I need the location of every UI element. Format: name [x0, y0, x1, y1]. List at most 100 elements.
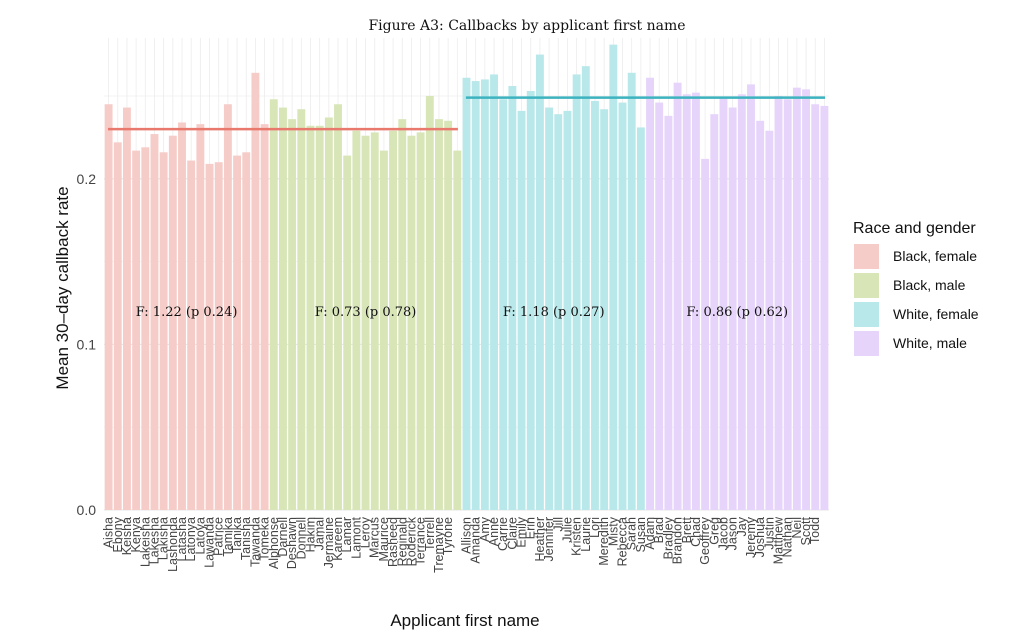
x-tick-label: Anne — [487, 517, 501, 546]
bar — [260, 124, 269, 511]
bar — [334, 104, 342, 511]
x-tick-label: Laurie — [579, 517, 593, 552]
bar — [471, 81, 480, 511]
x-tick-label: Terrance — [414, 517, 428, 566]
x-tick-label: Brandon — [671, 517, 685, 564]
bar — [719, 97, 728, 510]
x-tick-label: Heather — [533, 517, 547, 561]
x-tick-label: Maurice — [377, 517, 391, 562]
chart-title: Figure A3: Callbacks by applicant first … — [368, 18, 685, 34]
x-tick-label: Amanda — [469, 517, 483, 564]
x-tick-label: Marcus — [368, 517, 382, 558]
x-tick-label: Lamar — [340, 517, 354, 552]
x-tick-label: Tremayne — [432, 517, 446, 573]
f-stat-label: F: 1.18 (p 0.27) — [503, 305, 605, 320]
bar — [297, 109, 306, 510]
bar — [361, 135, 370, 510]
bar — [517, 110, 526, 510]
bar — [581, 66, 590, 510]
x-tick-label: Tanika — [230, 517, 244, 553]
bar — [820, 105, 829, 510]
bar — [756, 120, 765, 511]
bar — [636, 127, 645, 510]
bar — [122, 107, 131, 510]
bar — [223, 104, 232, 511]
bar — [435, 119, 443, 510]
bar — [710, 114, 719, 510]
x-tick-label: Hakim — [303, 517, 317, 552]
x-tick-label: Tyrone — [441, 517, 455, 555]
x-tick-label: Reginald — [395, 517, 409, 566]
x-tick-label: Latasha — [175, 517, 189, 562]
bar — [682, 94, 691, 510]
bar — [178, 122, 186, 510]
x-tick-label: Joshua — [753, 517, 767, 557]
x-tick-label: Terrell — [423, 517, 437, 551]
x-tick-label: Jeremy — [744, 516, 758, 558]
x-tick-label: Tamika — [221, 517, 235, 557]
y-tick-label: 0.2 — [77, 171, 97, 187]
legend-swatch — [854, 331, 879, 356]
y-tick-label: 0.0 — [77, 502, 97, 518]
x-tick-label: Allison — [460, 517, 474, 554]
bar — [398, 119, 407, 510]
bar — [251, 72, 260, 511]
bar — [132, 150, 141, 510]
legend-swatch — [854, 302, 879, 327]
x-tick-label: Rebecca — [616, 517, 630, 566]
x-tick-label: Julie — [560, 517, 574, 543]
bar — [113, 142, 122, 510]
bar — [416, 132, 425, 510]
bar — [701, 158, 710, 510]
x-tick-label: Geoffrey — [698, 516, 712, 564]
y-axis-title: Mean 30–day callback rate — [53, 186, 72, 389]
bar — [627, 72, 636, 511]
bar — [279, 107, 287, 510]
legend: Race and gender Black, female Black, male W… — [853, 220, 979, 356]
legend-label: White, male — [893, 335, 967, 351]
bar — [646, 77, 654, 510]
x-tick-label: Meredith — [597, 517, 611, 566]
bar — [480, 79, 489, 511]
x-tick-label: Latonya — [184, 517, 198, 562]
bar — [618, 102, 627, 510]
bar — [792, 87, 801, 511]
bar — [802, 89, 811, 511]
x-tick-label: Lakesha — [147, 517, 161, 564]
bar — [233, 155, 242, 510]
bar — [343, 155, 352, 510]
x-tick-label: Jill — [551, 517, 565, 532]
legend-title: Race and gender — [853, 220, 976, 237]
x-axis-title: Applicant first name — [390, 611, 539, 630]
x-tick-label: Lawanda — [203, 517, 217, 568]
bar — [187, 160, 196, 510]
bar — [389, 130, 398, 510]
bar — [159, 152, 168, 510]
bar — [673, 82, 682, 510]
bar — [379, 150, 388, 510]
x-tick-label: Chad — [689, 517, 703, 547]
y-axis-ticks: 0.0 0.1 0.2 — [77, 171, 97, 518]
bar — [104, 104, 113, 511]
x-tick-label: Neil — [790, 517, 804, 539]
x-tick-label: Sarah — [625, 517, 639, 550]
bar — [609, 44, 618, 510]
x-tick-label: Lashonda — [166, 517, 180, 572]
x-tick-label: Emily — [515, 516, 529, 547]
bar — [490, 74, 498, 510]
bar — [444, 120, 453, 511]
bar — [691, 92, 700, 510]
x-tick-label: Jamal — [313, 517, 327, 550]
x-tick-label: Tawanda — [248, 517, 262, 567]
x-tick-label: Tanisha — [239, 517, 253, 560]
bar — [168, 135, 177, 510]
bar — [269, 99, 278, 510]
bar — [196, 124, 205, 511]
bar — [737, 94, 746, 510]
x-tick-label: Nathan — [781, 517, 795, 557]
x-tick-label: Brad — [652, 517, 666, 543]
bar — [563, 110, 572, 510]
x-tick-label: Misty — [606, 516, 620, 546]
x-tick-label: Ebony — [111, 516, 125, 552]
x-tick-label: Kenya — [129, 517, 143, 552]
